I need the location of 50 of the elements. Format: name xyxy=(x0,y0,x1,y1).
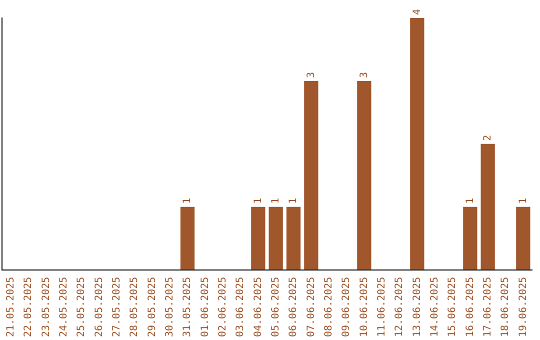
data-label: 1 xyxy=(464,198,476,204)
data-label: 3 xyxy=(358,72,370,78)
bar xyxy=(516,206,530,270)
x-tick-label: 25.05.2025 xyxy=(76,276,88,338)
x-tick-label: 04.06.2025 xyxy=(252,276,264,338)
bar xyxy=(286,206,301,270)
x-tick-label: 26.05.2025 xyxy=(94,276,105,338)
x-tick-label: 27.05.2025 xyxy=(111,276,122,338)
x-tick-label: 08.06.2025 xyxy=(323,276,334,338)
data-label: 4 xyxy=(412,8,423,15)
bar xyxy=(463,206,478,270)
bar xyxy=(480,144,495,270)
bar xyxy=(410,18,424,270)
bar xyxy=(268,206,283,270)
x-tick-label: 29.05.2025 xyxy=(146,276,158,338)
data-label: 1 xyxy=(518,198,529,204)
x-tick-label: 22.05.2025 xyxy=(23,276,34,338)
x-tick-label: 16.06.2025 xyxy=(464,276,476,338)
x-tick-label: 21.05.2025 xyxy=(5,276,16,338)
x-tick-label: 02.06.2025 xyxy=(217,276,228,338)
data-label: 1 xyxy=(182,198,194,204)
x-tick-label: 01.06.2025 xyxy=(200,276,211,338)
x-tick-label: 10.06.2025 xyxy=(358,276,370,338)
x-tick-label: 11.06.2025 xyxy=(376,276,388,338)
x-tick-label: 09.06.2025 xyxy=(341,276,352,338)
x-tick-label: 05.06.2025 xyxy=(270,276,282,338)
bar xyxy=(251,206,266,270)
x-tick-label: 24.05.2025 xyxy=(58,276,70,338)
x-tick-label: 03.06.2025 xyxy=(235,276,246,338)
x-tick-label: 07.06.2025 xyxy=(306,276,317,338)
x-tick-label: 17.06.2025 xyxy=(482,276,494,338)
bar xyxy=(180,206,195,270)
x-tick-label: 14.06.2025 xyxy=(429,276,440,338)
data-label: 1 xyxy=(288,198,300,204)
x-tick-label: 18.06.2025 xyxy=(500,276,512,338)
x-tick-label: 06.06.2025 xyxy=(288,276,300,338)
x-tick-label: 19.06.2025 xyxy=(518,276,529,338)
data-label: 1 xyxy=(252,198,264,204)
x-tick-label: 28.05.2025 xyxy=(129,276,140,338)
x-tick-label: 31.05.2025 xyxy=(182,276,194,338)
x-tick-label: 13.06.2025 xyxy=(412,276,423,338)
x-tick-label: 23.05.2025 xyxy=(40,276,52,338)
bar xyxy=(304,80,318,270)
data-label: 3 xyxy=(306,72,317,78)
data-label: 2 xyxy=(482,134,494,141)
x-tick-label: 15.06.2025 xyxy=(447,276,458,338)
x-tick-label: 12.06.2025 xyxy=(394,276,406,338)
x-tick-label: 30.05.2025 xyxy=(164,276,176,338)
bar xyxy=(357,80,372,270)
data-label: 1 xyxy=(270,198,282,204)
